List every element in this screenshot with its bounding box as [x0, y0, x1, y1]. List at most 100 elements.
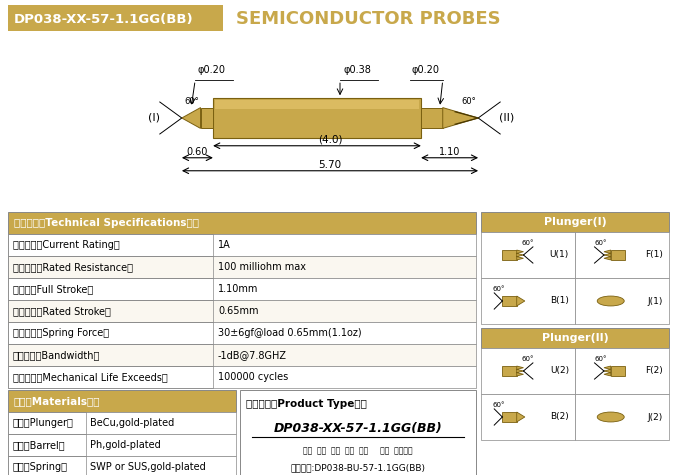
- Text: 100 milliohm max: 100 milliohm max: [218, 262, 306, 272]
- Text: DP038-XX-57-1.1GG(BB): DP038-XX-57-1.1GG(BB): [14, 12, 193, 26]
- Text: (II): (II): [499, 113, 514, 123]
- Text: 频率带宽（Bandwidth）: 频率带宽（Bandwidth）: [13, 350, 100, 360]
- Text: DP038-XX-57-1.1GG(BB): DP038-XX-57-1.1GG(BB): [274, 422, 442, 435]
- Bar: [481, 232, 575, 278]
- Text: Ph,gold-plated: Ph,gold-plated: [90, 440, 161, 450]
- Bar: [8, 344, 476, 366]
- Bar: [8, 412, 86, 434]
- Ellipse shape: [597, 412, 624, 422]
- Text: 100000 cycles: 100000 cycles: [218, 372, 288, 382]
- Bar: [8, 322, 213, 344]
- Text: U(1): U(1): [550, 250, 569, 259]
- Polygon shape: [517, 412, 525, 422]
- Text: -1dB@7.8GHZ: -1dB@7.8GHZ: [218, 350, 287, 360]
- Polygon shape: [517, 366, 524, 376]
- Bar: [575, 278, 669, 324]
- Text: 材质（Materials）：: 材质（Materials）：: [14, 396, 100, 406]
- Text: 满行程（Full Stroke）: 满行程（Full Stroke）: [13, 284, 93, 294]
- Text: 弹簧（Spring）: 弹簧（Spring）: [13, 462, 68, 472]
- Text: 60°: 60°: [493, 402, 505, 408]
- Text: U(2): U(2): [550, 367, 569, 376]
- Polygon shape: [502, 412, 517, 422]
- Bar: [8, 366, 476, 388]
- Text: 1A: 1A: [218, 240, 231, 250]
- Bar: [575, 232, 669, 278]
- Text: 60°: 60°: [521, 240, 534, 246]
- Polygon shape: [604, 366, 611, 376]
- Polygon shape: [421, 108, 443, 128]
- Text: 60°: 60°: [521, 356, 534, 362]
- Text: 针管（Barrel）: 针管（Barrel）: [13, 440, 65, 450]
- Text: 60°: 60°: [185, 96, 200, 105]
- Text: 0.65mm: 0.65mm: [218, 306, 259, 316]
- Bar: [481, 278, 575, 324]
- Bar: [8, 300, 476, 322]
- Polygon shape: [517, 296, 525, 306]
- Bar: [8, 434, 86, 456]
- Bar: [8, 322, 476, 344]
- Text: 60°: 60°: [462, 96, 477, 105]
- Text: 60°: 60°: [594, 356, 607, 362]
- Bar: [8, 366, 213, 388]
- Bar: [481, 328, 669, 348]
- Polygon shape: [502, 296, 517, 306]
- Polygon shape: [182, 108, 201, 128]
- Bar: [8, 212, 476, 234]
- Text: B(2): B(2): [550, 412, 569, 421]
- Text: 成品型号（Product Type）：: 成品型号（Product Type）：: [246, 399, 367, 409]
- Text: 60°: 60°: [594, 240, 607, 246]
- Text: 60°: 60°: [493, 286, 505, 292]
- Text: 1.10mm: 1.10mm: [218, 284, 258, 294]
- Text: B(1): B(1): [550, 296, 569, 305]
- Bar: [575, 394, 669, 440]
- Text: 系列  规格  头型  总长  弹力     镀金  针头根数: 系列 规格 头型 总长 弹力 镀金 针头根数: [303, 446, 412, 455]
- Bar: [8, 278, 213, 300]
- Bar: [8, 256, 476, 278]
- Text: φ0.20: φ0.20: [197, 65, 225, 75]
- Bar: [8, 234, 213, 256]
- Polygon shape: [502, 366, 517, 376]
- Polygon shape: [215, 100, 419, 109]
- Text: Plunger(I): Plunger(I): [544, 217, 607, 227]
- Polygon shape: [517, 250, 524, 260]
- Bar: [8, 390, 236, 412]
- Text: J(2): J(2): [648, 412, 663, 421]
- Text: SWP or SUS,gold-plated: SWP or SUS,gold-plated: [90, 462, 206, 472]
- Bar: [8, 434, 236, 456]
- Text: J(1): J(1): [648, 296, 663, 305]
- Bar: [481, 348, 575, 394]
- Bar: [240, 390, 476, 475]
- Polygon shape: [502, 250, 517, 260]
- Text: 额定行程（Rated Stroke）: 额定行程（Rated Stroke）: [13, 306, 111, 316]
- Polygon shape: [611, 250, 625, 260]
- Text: 针头（Plunger）: 针头（Plunger）: [13, 418, 74, 428]
- Polygon shape: [611, 366, 625, 376]
- Bar: [8, 456, 86, 475]
- Bar: [8, 412, 236, 434]
- Text: Plunger(II): Plunger(II): [542, 333, 609, 343]
- Text: 30±6gf@load 0.65mm(1.1oz): 30±6gf@load 0.65mm(1.1oz): [218, 328, 362, 338]
- Text: F(1): F(1): [645, 250, 663, 259]
- Text: (4.0): (4.0): [317, 135, 342, 145]
- Text: 技术要求（Technical Specifications）：: 技术要求（Technical Specifications）：: [14, 218, 199, 228]
- Text: 额定电流（Current Rating）: 额定电流（Current Rating）: [13, 240, 120, 250]
- Text: BeCu,gold-plated: BeCu,gold-plated: [90, 418, 175, 428]
- Text: (I): (I): [148, 113, 160, 123]
- Text: SEMICONDUCTOR PROBES: SEMICONDUCTOR PROBES: [236, 10, 501, 28]
- Text: 0.60: 0.60: [187, 147, 208, 157]
- Bar: [8, 300, 213, 322]
- Polygon shape: [443, 108, 478, 128]
- Text: 测试寿命（Mechanical Life Exceeds）: 测试寿命（Mechanical Life Exceeds）: [13, 372, 168, 382]
- Bar: [8, 456, 236, 475]
- Polygon shape: [604, 250, 611, 260]
- Text: φ0.20: φ0.20: [412, 65, 439, 75]
- Polygon shape: [201, 108, 213, 128]
- Text: 1.10: 1.10: [439, 147, 460, 157]
- Bar: [8, 256, 213, 278]
- Text: 5.70: 5.70: [318, 160, 342, 170]
- Bar: [8, 234, 476, 256]
- Bar: [481, 212, 669, 232]
- Polygon shape: [213, 98, 421, 138]
- Bar: [575, 348, 669, 394]
- Bar: [8, 344, 213, 366]
